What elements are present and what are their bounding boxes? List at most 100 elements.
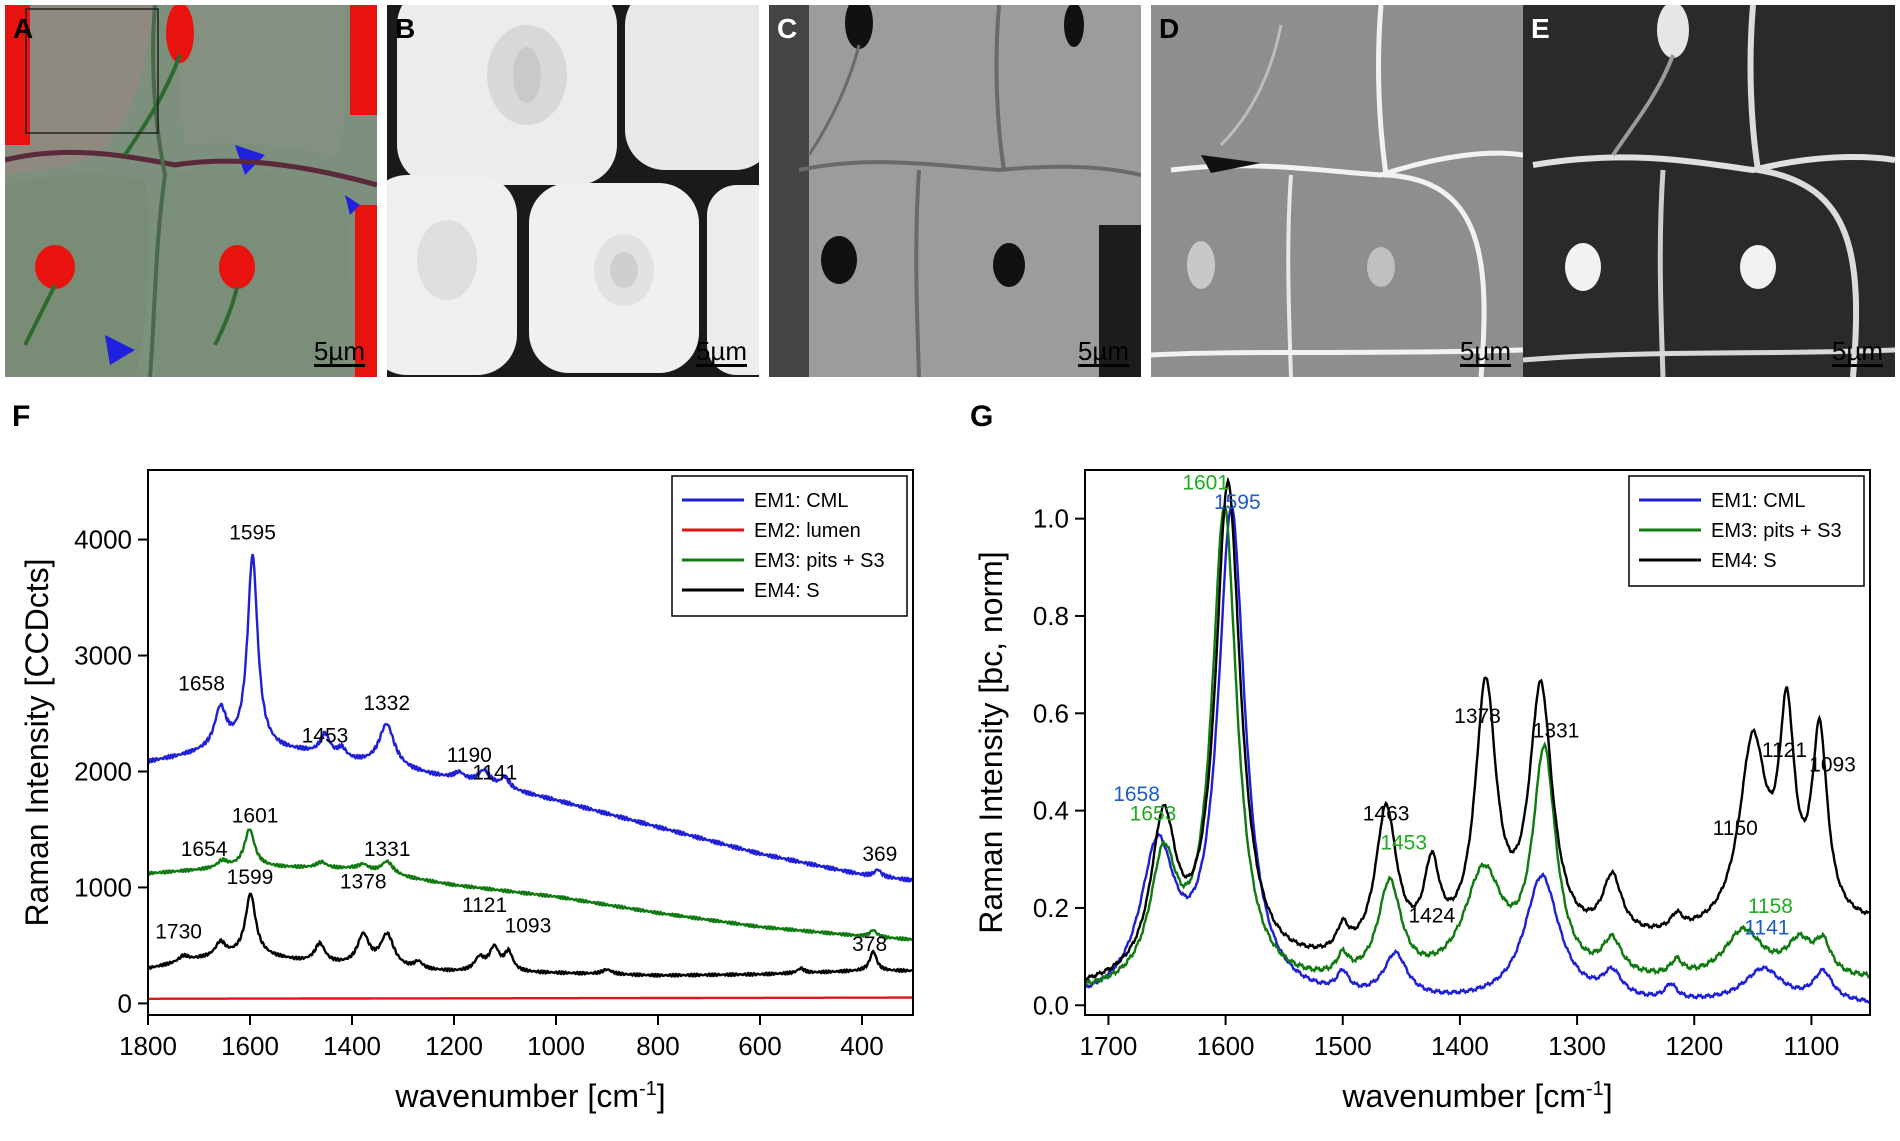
chart-g: 1700 1600 1500 1400 1300 1200 1100 0.0 0.2 0.4 0.6… (973, 469, 1871, 1114)
chart-f-series-em3-pits-s3 (147, 828, 913, 942)
chart-g-annotation-10: 1121 (1762, 739, 1807, 762)
chart-g-ylabel: Raman Intensity [bc, norm] (973, 551, 1009, 933)
chart-f: 1800 1600 1400 1200 1000 800 600 40001000200030… (19, 469, 914, 1114)
panel-c-graphic (769, 5, 1141, 377)
chart-g-xlabel: wavenumber [cm-1] (1341, 1078, 1612, 1114)
chart-f-annotation-0: 1595 (229, 522, 276, 545)
chart-g-annotation-9: 1150 (1713, 817, 1758, 840)
panel-d-scalebar: 5µm (1459, 336, 1511, 367)
chart-f-xtick-label-4: 1000 (527, 1031, 585, 1061)
chart-f-xtick-label-0: 1800 (119, 1031, 177, 1061)
chart-f-plot-frame (147, 469, 914, 1016)
chart-f-annotation-8: 1654 (181, 838, 228, 861)
chart-g-xtick-label-6: 1100 (1783, 1031, 1839, 1061)
chart-g-annotation-3: 1653 (1130, 802, 1177, 825)
chart-g-ytick-label-0: 0.0 (1033, 990, 1069, 1020)
chart-f-series-em2-lumen (148, 996, 913, 1000)
panel-e-scalebar: 5µm (1831, 336, 1883, 367)
chart-f-annotation-15: 378 (852, 933, 887, 956)
chart-f-annotation-3: 1332 (363, 692, 410, 715)
chart-g-annotation-4: 1463 (1363, 802, 1410, 825)
micrograph-strip: A 5µm B 5µm (0, 0, 1900, 380)
chart-g-legend-label-1: EM3: pits + S3 (1711, 520, 1842, 542)
panel-d-label: D (1159, 13, 1180, 44)
chart-f-annotation-6: 369 (862, 843, 897, 866)
chart-g-annotation-0: 1601 (1182, 471, 1229, 494)
chart-f-xtick-label-7: 400 (840, 1031, 883, 1061)
chart-g-xtick-label-4: 1300 (1548, 1031, 1606, 1061)
panel-c-scalebar: 5µm (1077, 336, 1129, 367)
chart-g-annotation-6: 1424 (1408, 905, 1455, 928)
panel-c-label: C (777, 13, 798, 44)
chart-g-annotation-2: 1658 (1113, 783, 1160, 806)
chart-f-annotation-9: 1331 (364, 838, 411, 861)
chart-g-annotation-13: 1141 (1744, 917, 1789, 940)
chart-g-series-em4-s (1084, 476, 1870, 981)
chart-f-xlabel: wavenumber [cm-1] (394, 1078, 665, 1114)
chart-g-annotation-1: 1595 (1214, 491, 1261, 514)
chart-g-ytick-label-2: 0.4 (1033, 796, 1069, 826)
chart-f-ytick-label-1: 1000 (74, 872, 132, 902)
chart-f-annotation-7: 1601 (232, 805, 279, 828)
chart-g-xtick-label-5: 1200 (1665, 1031, 1723, 1061)
chart-f-ytick-label-3: 3000 (74, 641, 132, 671)
panel-e-label: E (1531, 13, 1550, 44)
chart-g-ytick-label-1: 0.2 (1033, 893, 1069, 923)
chart-f-annotation-2: 1453 (302, 725, 349, 748)
chart-f-legend-label-0: EM1: CML (754, 490, 848, 512)
chart-f-xtick-label-6: 600 (738, 1031, 781, 1061)
chart-g-xtick-label-3: 1400 (1431, 1031, 1489, 1061)
chart-f-legend-label-2: EM3: pits + S3 (754, 550, 885, 572)
chart-f-xtick-label-2: 1400 (323, 1031, 381, 1061)
panel-d-image: D 5µm (1151, 5, 1523, 377)
chart-g-series-em1-cml (1084, 502, 1871, 1005)
chart-f-annotation-1: 1658 (178, 672, 225, 695)
chart-g-annotation-5: 1453 (1380, 832, 1427, 855)
panel-b-label: B (395, 13, 416, 44)
panel-b-scalebar: 5µm (695, 336, 747, 367)
chart-g-legend-label-0: EM1: CML (1711, 490, 1805, 512)
chart-g-ytick-label-5: 1.0 (1033, 504, 1069, 534)
panel-a-image: A 5µm (5, 5, 377, 377)
chart-f-series-em1-cml (147, 553, 913, 883)
chart-g-annotation-7: 1378 (1454, 705, 1501, 728)
chart-f-annotation-14: 1093 (505, 915, 552, 938)
chart-f-ytick-label-2: 2000 (74, 756, 132, 786)
chart-g-annotation-11: 1093 (1809, 754, 1856, 777)
chart-f-series-em4-s (146, 892, 913, 979)
chart-g-xtick-label-2: 1500 (1314, 1031, 1372, 1061)
chart-f-xtick-label-3: 1200 (425, 1031, 483, 1061)
chart-f-legend-label-1: EM2: lumen (754, 520, 861, 542)
chart-g-annotation-8: 1331 (1533, 720, 1580, 743)
panel-a-scalebar: 5µm (313, 336, 365, 367)
chart-f-annotation-10: 1599 (227, 866, 274, 889)
chart-g-xtick-label-0: 1700 (1080, 1031, 1138, 1061)
chart-f-annotation-13: 1121 (462, 894, 507, 917)
panel-b-graphic (387, 5, 759, 377)
chart-f-ytick-label-0: 0 (118, 988, 132, 1018)
chart-f-annotation-11: 1730 (155, 920, 202, 943)
chart-f-annotation-4: 1190 (447, 744, 492, 767)
panel-e-graphic (1523, 5, 1895, 377)
panel-a-label: A (13, 13, 34, 44)
chart-f-ytick-label-4: 4000 (74, 525, 132, 555)
chart-g-label: G (970, 400, 994, 433)
chart-f-ylabel: Raman Intensity [CCDcts] (19, 558, 55, 926)
chart-f-annotation-5: 1141 (472, 762, 517, 785)
chart-f-label: F (12, 400, 31, 433)
chart-g-xtick-label-1: 1600 (1197, 1031, 1255, 1061)
panel-d-graphic (1151, 5, 1523, 377)
chart-f-annotation-12: 1378 (340, 871, 387, 894)
chart-g-ytick-label-4: 0.8 (1033, 601, 1069, 631)
panel-e-image: E 5µm (1523, 5, 1895, 377)
chart-g-series-em3-pits-s3 (1084, 505, 1871, 987)
panel-a-graphic (5, 5, 377, 377)
chart-g-legend-label-2: EM4: S (1711, 550, 1777, 572)
chart-f-xtick-label-1: 1600 (221, 1031, 279, 1061)
chart-g-ytick-label-3: 0.6 (1033, 698, 1069, 728)
chart-f-xtick-label-5: 800 (636, 1031, 679, 1061)
panel-c-image: C 5µm (769, 5, 1141, 377)
chart-g-plot-frame (1084, 469, 1871, 1016)
panel-b-image: B 5µm (387, 5, 759, 377)
chart-g-annotation-12: 1158 (1748, 895, 1793, 918)
